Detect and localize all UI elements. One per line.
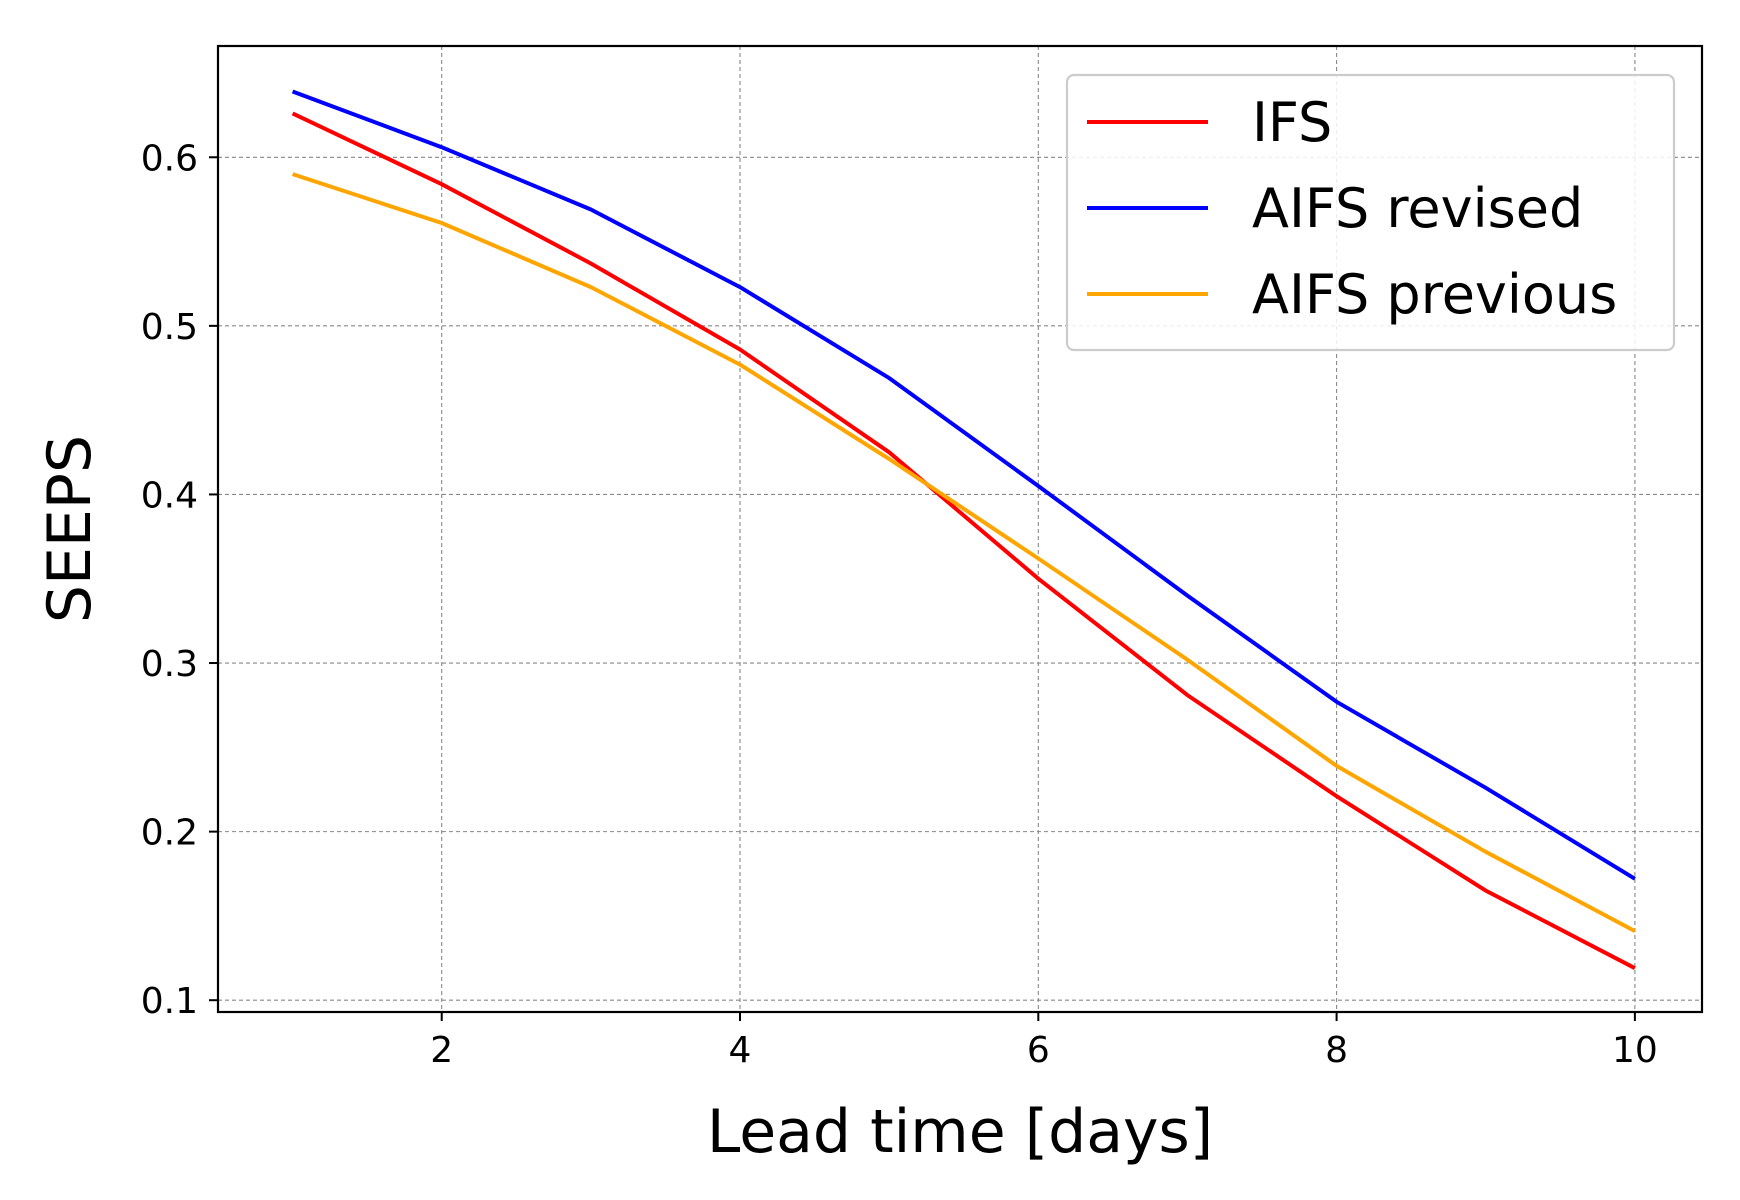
legend-label-aifs-revised: AIFS revised bbox=[1252, 177, 1583, 240]
y-tick-label: 0.1 bbox=[141, 981, 198, 1022]
x-tick-label: 2 bbox=[430, 1030, 453, 1071]
x-tick-label: 6 bbox=[1027, 1030, 1050, 1071]
legend-label-ifs: IFS bbox=[1252, 91, 1332, 154]
legend: IFS AIFS revised AIFS previous bbox=[1065, 73, 1676, 352]
y-tick-label: 0.2 bbox=[141, 813, 198, 854]
plot-frame bbox=[216, 44, 1704, 1014]
y-axis-title: SEEPS bbox=[35, 435, 105, 623]
series-lines bbox=[291, 89, 1636, 970]
y-tick-label: 0.4 bbox=[141, 475, 198, 516]
legend-frame bbox=[1065, 73, 1676, 352]
series-line-aifs-previous bbox=[291, 172, 1636, 933]
x-tick-label: 4 bbox=[729, 1030, 752, 1071]
y-tick-label: 0.6 bbox=[141, 138, 198, 179]
x-tick-label: 10 bbox=[1612, 1030, 1658, 1071]
x-axis-ticks: 2 4 6 8 10 bbox=[430, 1012, 1658, 1071]
x-axis-title: Lead time [days] bbox=[707, 1097, 1213, 1167]
series-line-aifs-revised bbox=[291, 89, 1636, 881]
series-line-ifs bbox=[291, 111, 1636, 970]
legend-label-aifs-previous: AIFS previous bbox=[1252, 263, 1617, 326]
x-tick-label: 8 bbox=[1325, 1030, 1348, 1071]
y-axis-ticks: 0.1 0.2 0.3 0.4 0.5 0.6 bbox=[141, 138, 218, 1022]
y-tick-label: 0.5 bbox=[141, 307, 198, 348]
y-tick-label: 0.3 bbox=[141, 644, 198, 685]
